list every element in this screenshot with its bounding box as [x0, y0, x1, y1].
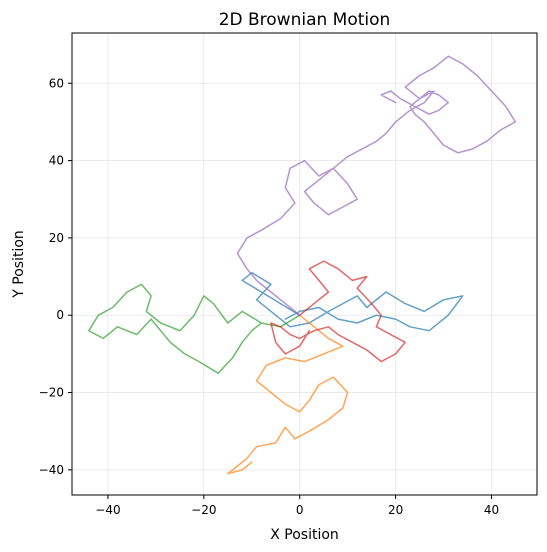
walk-series-3: [88, 283, 301, 374]
chart-title: 2D Brownian Motion: [219, 10, 391, 30]
x-tick-label: −40: [95, 503, 120, 517]
y-axis-ticks: −40 −20 0 20 40 60: [39, 76, 72, 477]
walk-series-4: [270, 260, 406, 363]
y-axis-label: Y Position: [11, 230, 27, 299]
x-tick-label: −20: [191, 503, 216, 517]
grid-lines: [72, 33, 537, 495]
plot-frame: [71, 32, 538, 496]
y-tick-label: 20: [49, 231, 64, 245]
x-tick-label: 20: [388, 503, 403, 517]
x-axis-label: X Position: [270, 527, 339, 543]
x-tick-label: 40: [484, 503, 499, 517]
y-tick-label: −20: [39, 386, 64, 400]
walk-series-5: [236, 55, 517, 316]
y-tick-label: 0: [56, 308, 64, 322]
x-axis-ticks: −40 −20 0 20 40: [95, 495, 499, 517]
x-tick-label: 0: [296, 503, 304, 517]
y-tick-label: 60: [49, 76, 64, 90]
walk-series-1: [241, 271, 464, 332]
walk-series-2: [227, 314, 349, 475]
series-layer: [88, 55, 517, 475]
y-tick-label: 40: [49, 154, 64, 168]
y-tick-label: −40: [39, 463, 64, 477]
